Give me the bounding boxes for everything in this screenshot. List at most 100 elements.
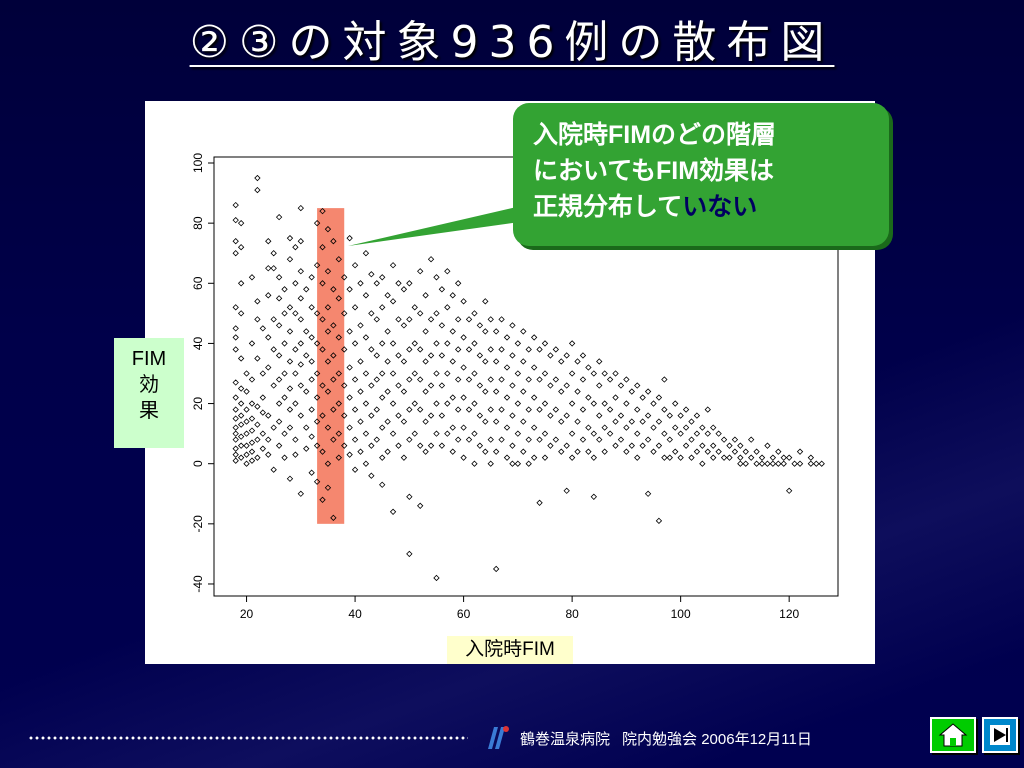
data-point bbox=[775, 448, 782, 455]
data-point bbox=[341, 382, 348, 389]
data-point bbox=[639, 442, 646, 449]
data-point bbox=[324, 225, 332, 233]
data-point bbox=[292, 280, 299, 287]
data-point bbox=[395, 412, 402, 419]
data-point bbox=[243, 442, 250, 449]
data-point bbox=[259, 370, 267, 377]
data-point bbox=[422, 418, 429, 425]
data-point bbox=[303, 424, 310, 431]
data-point bbox=[275, 352, 283, 359]
data-point bbox=[259, 430, 267, 437]
data-point bbox=[362, 400, 370, 407]
data-point bbox=[379, 424, 386, 431]
data-point bbox=[319, 244, 326, 251]
data-point bbox=[232, 445, 239, 452]
footer-date: 2006年12月11日 bbox=[701, 731, 812, 748]
data-point bbox=[623, 448, 630, 455]
data-point bbox=[275, 295, 283, 302]
data-point bbox=[237, 310, 245, 317]
data-point bbox=[346, 451, 353, 458]
data-point bbox=[449, 448, 456, 455]
data-point bbox=[612, 442, 619, 449]
data-point bbox=[237, 421, 245, 428]
data-point bbox=[498, 406, 505, 413]
data-point bbox=[427, 442, 435, 449]
data-point bbox=[275, 213, 283, 221]
data-point bbox=[362, 250, 370, 257]
data-point bbox=[731, 448, 739, 455]
data-point bbox=[525, 406, 532, 413]
data-point bbox=[693, 448, 701, 455]
data-point bbox=[465, 316, 473, 323]
data-point bbox=[682, 424, 690, 431]
data-point bbox=[661, 406, 668, 413]
data-point bbox=[351, 340, 359, 347]
data-point bbox=[346, 364, 353, 371]
data-point bbox=[590, 493, 597, 500]
data-point bbox=[780, 460, 787, 467]
data-point bbox=[384, 448, 391, 455]
data-point bbox=[672, 448, 679, 455]
data-point bbox=[308, 358, 315, 365]
data-point bbox=[373, 376, 380, 383]
data-point bbox=[270, 466, 277, 473]
data-point bbox=[346, 235, 353, 242]
data-point bbox=[406, 316, 413, 323]
data-point bbox=[796, 448, 804, 455]
slide-title: ②③の対象936例の散布図 bbox=[189, 17, 835, 68]
data-point bbox=[558, 448, 565, 455]
data-point bbox=[769, 460, 777, 467]
data-point bbox=[612, 370, 619, 377]
data-point bbox=[232, 201, 239, 209]
data-point bbox=[503, 454, 511, 461]
data-point bbox=[514, 430, 522, 437]
data-point bbox=[243, 406, 250, 413]
data-point bbox=[455, 376, 462, 383]
x-tick-label: 100 bbox=[671, 607, 691, 621]
data-point bbox=[417, 406, 424, 413]
data-point bbox=[373, 406, 380, 413]
data-point bbox=[541, 400, 549, 407]
data-point bbox=[373, 436, 380, 443]
data-point bbox=[655, 418, 663, 425]
data-point bbox=[460, 298, 467, 305]
data-point bbox=[807, 454, 815, 461]
data-point bbox=[606, 430, 614, 437]
data-point bbox=[297, 361, 304, 368]
data-point bbox=[346, 328, 353, 335]
data-point bbox=[693, 412, 701, 419]
data-point bbox=[254, 316, 261, 323]
data-point bbox=[731, 436, 739, 443]
data-point bbox=[541, 454, 549, 461]
data-point bbox=[742, 448, 749, 455]
data-point bbox=[400, 388, 408, 395]
data-point bbox=[384, 328, 391, 335]
x-tick-label: 20 bbox=[240, 607, 254, 621]
data-point bbox=[297, 490, 304, 497]
data-point bbox=[254, 174, 261, 182]
data-point bbox=[265, 412, 272, 419]
data-point bbox=[748, 436, 755, 443]
data-point bbox=[265, 238, 272, 245]
data-point bbox=[379, 370, 386, 377]
data-point bbox=[275, 322, 283, 329]
data-point bbox=[465, 376, 473, 383]
data-point bbox=[530, 394, 538, 401]
x-tick-label: 40 bbox=[348, 607, 362, 621]
data-point bbox=[379, 340, 386, 347]
home-button[interactable] bbox=[930, 717, 976, 753]
data-point bbox=[769, 454, 777, 461]
data-point bbox=[639, 394, 646, 401]
next-slide-button[interactable] bbox=[982, 717, 1018, 753]
data-point bbox=[286, 406, 294, 413]
data-point bbox=[699, 424, 706, 431]
data-point bbox=[319, 448, 326, 455]
data-point bbox=[666, 436, 673, 443]
data-point bbox=[650, 424, 657, 431]
data-point bbox=[373, 352, 380, 359]
data-point bbox=[335, 370, 342, 377]
data-point bbox=[568, 400, 576, 407]
data-point bbox=[265, 364, 272, 371]
data-point bbox=[650, 400, 657, 407]
data-point bbox=[514, 400, 522, 407]
